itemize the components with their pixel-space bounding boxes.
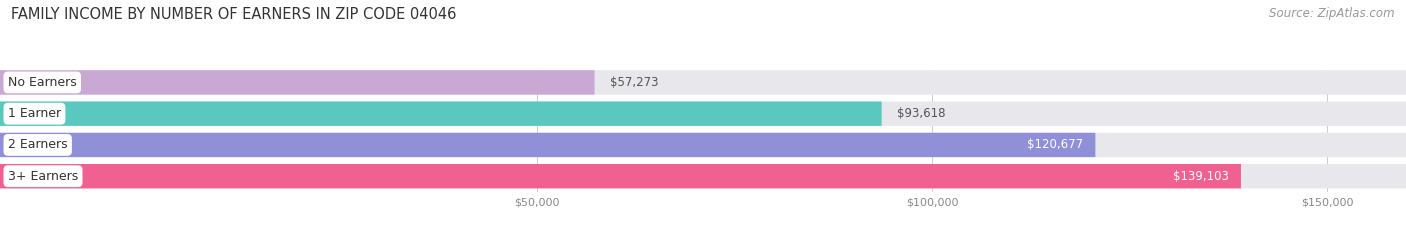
Text: 2 Earners: 2 Earners [8, 138, 67, 151]
FancyBboxPatch shape [0, 164, 1241, 188]
FancyBboxPatch shape [0, 164, 1406, 188]
Text: $57,273: $57,273 [610, 76, 659, 89]
FancyBboxPatch shape [0, 133, 1095, 157]
Text: $120,677: $120,677 [1028, 138, 1084, 151]
FancyBboxPatch shape [0, 70, 595, 95]
Text: Source: ZipAtlas.com: Source: ZipAtlas.com [1270, 7, 1395, 20]
FancyBboxPatch shape [0, 102, 882, 126]
FancyBboxPatch shape [0, 133, 1406, 157]
Text: $93,618: $93,618 [897, 107, 946, 120]
Text: 1 Earner: 1 Earner [8, 107, 60, 120]
Text: $139,103: $139,103 [1173, 170, 1229, 183]
Text: No Earners: No Earners [8, 76, 77, 89]
FancyBboxPatch shape [0, 102, 1406, 126]
Text: 3+ Earners: 3+ Earners [8, 170, 79, 183]
Text: FAMILY INCOME BY NUMBER OF EARNERS IN ZIP CODE 04046: FAMILY INCOME BY NUMBER OF EARNERS IN ZI… [11, 7, 457, 22]
FancyBboxPatch shape [0, 70, 1406, 95]
